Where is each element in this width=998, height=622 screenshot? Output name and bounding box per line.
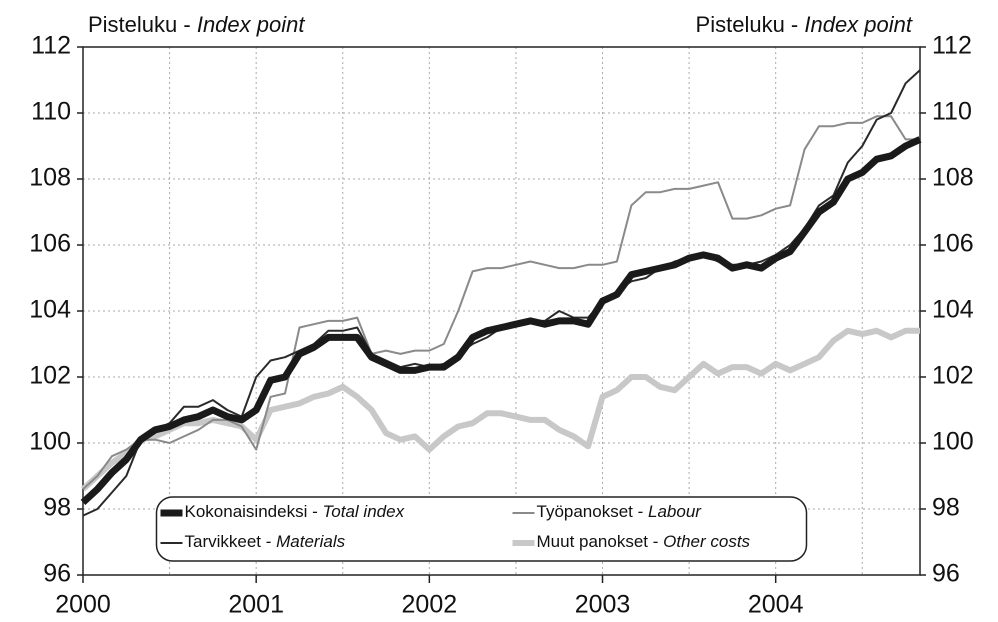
x-tick-label: 2001	[228, 591, 284, 619]
y-tick-label: 106	[29, 230, 71, 258]
y2-axis-label: Pisteluku - Index point	[696, 12, 913, 37]
y2-tick-label: 108	[932, 164, 974, 192]
legend-label: Tarvikkeet - Materials	[185, 532, 346, 551]
x-tick-label: 2004	[748, 591, 804, 619]
y2-tick-label: 96	[932, 560, 960, 588]
legend-label: Työpanokset - Labour	[537, 502, 703, 521]
series-line	[83, 116, 920, 489]
series-line	[83, 70, 920, 515]
y-tick-label: 104	[29, 296, 71, 324]
y2-tick-label: 102	[932, 362, 974, 390]
y2-tick-label: 104	[932, 296, 974, 324]
y-tick-label: 112	[31, 32, 71, 60]
y2-tick-label: 112	[932, 32, 972, 60]
y2-tick-label: 106	[932, 230, 974, 258]
y2-tick-label: 100	[932, 428, 974, 456]
y-tick-label: 100	[29, 428, 71, 456]
y2-tick-label: 110	[932, 98, 972, 126]
y-axis-label: Pisteluku - Index point	[88, 12, 305, 37]
legend-label: Muut panokset - Other costs	[537, 532, 751, 551]
legend-label: Kokonaisindeksi - Total index	[185, 502, 405, 521]
y-tick-label: 108	[29, 164, 71, 192]
y-tick-label: 96	[43, 560, 71, 588]
y-tick-label: 110	[31, 98, 71, 126]
x-tick-label: 2003	[575, 591, 631, 619]
series-line	[83, 139, 920, 502]
x-tick-label: 2002	[402, 591, 458, 619]
y2-tick-label: 98	[932, 494, 960, 522]
x-tick-label: 2000	[55, 591, 111, 619]
y-tick-label: 98	[43, 494, 71, 522]
y-tick-label: 102	[29, 362, 71, 390]
